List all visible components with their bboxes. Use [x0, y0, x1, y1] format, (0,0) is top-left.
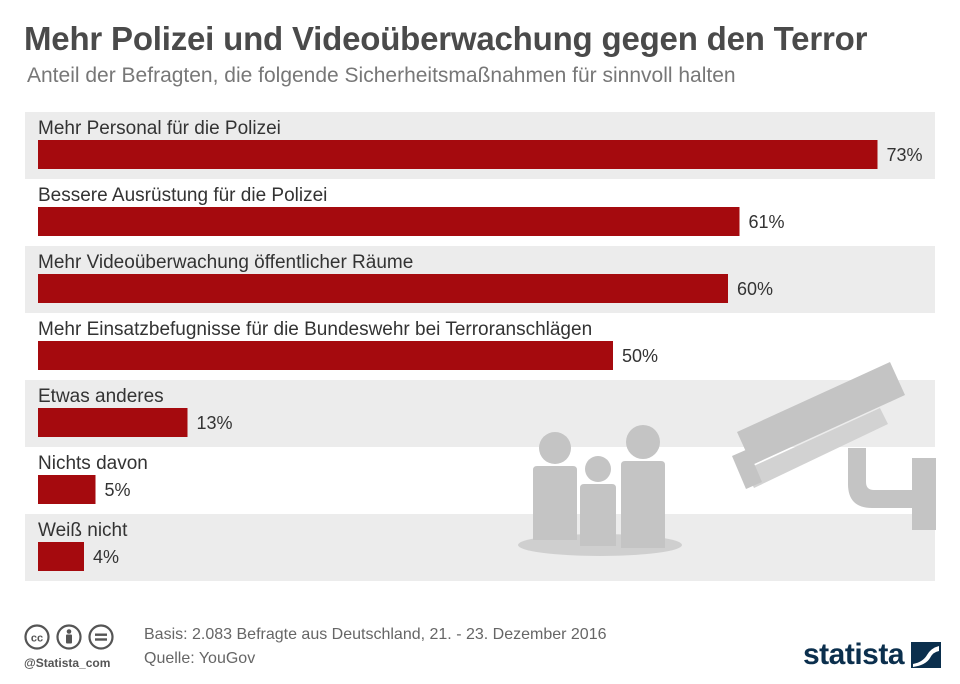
bar [38, 475, 96, 504]
bar [38, 274, 728, 303]
attribution-icon [56, 624, 82, 650]
source-note: Quelle: YouGov [144, 650, 256, 667]
no-derivatives-icon [88, 624, 114, 650]
category-label: Mehr Personal für die Polizei [38, 118, 281, 139]
value-label: 50% [622, 346, 658, 366]
statista-brand[interactable]: statista [803, 638, 941, 672]
statista-wordmark: statista [803, 638, 905, 671]
statista-logo-icon [910, 642, 941, 668]
statista-handle: @Statista_com [24, 656, 111, 670]
basis-note: Basis: 2.083 Befragte aus Deutschland, 2… [144, 626, 607, 643]
bar [38, 140, 878, 169]
value-label: 13% [197, 413, 233, 433]
family-icon [518, 425, 682, 556]
chart-title: Mehr Polizei und Videoüberwachung gegen … [24, 20, 868, 57]
category-label: Nichts davon [38, 453, 148, 474]
category-label: Bessere Ausrüstung für die Polizei [38, 185, 327, 206]
category-label: Mehr Videoüberwachung öffentlicher Räume [38, 252, 413, 273]
value-label: 73% [887, 145, 923, 165]
bar [38, 408, 188, 437]
category-label: Mehr Einsatzbefugnisse für die Bundesweh… [38, 319, 592, 340]
value-label: 5% [105, 480, 131, 500]
bar [38, 207, 740, 236]
license-icons: cc [24, 624, 124, 657]
value-label: 4% [93, 547, 119, 567]
value-label: 61% [749, 212, 785, 232]
row-band [25, 514, 935, 581]
cc-icon: cc [24, 624, 50, 650]
category-label: Weiß nicht [38, 520, 128, 541]
category-label: Etwas anderes [38, 386, 164, 407]
bar [38, 341, 613, 370]
bar-chart: Mehr Personal für die Polizei 73% Bessere … [25, 112, 936, 581]
value-label: 60% [737, 279, 773, 299]
chart-subtitle: Anteil der Befragten, die folgende Siche… [27, 64, 736, 87]
surveillance-camera-icon [732, 362, 936, 530]
bar [38, 542, 84, 571]
svg-text:cc: cc [31, 633, 43, 645]
